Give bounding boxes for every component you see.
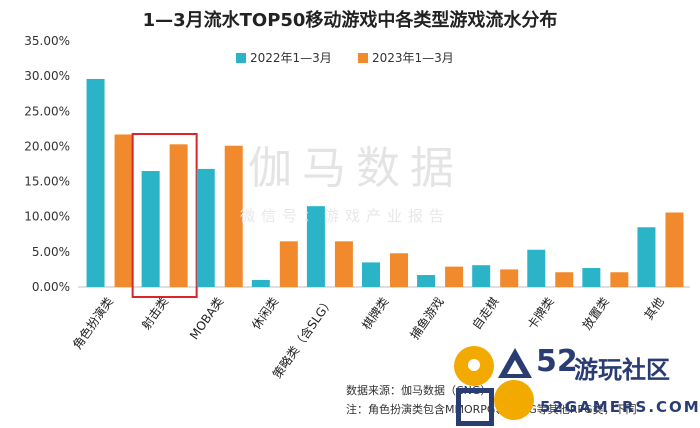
bar-2022 (251, 279, 270, 287)
watermark-sub: 微信号：游戏产业报告 (240, 207, 451, 225)
source-note: 数据来源：伽马数据（CNG） (346, 384, 492, 397)
legend-swatch (358, 53, 368, 63)
x-tick-label: 卡牌类 (525, 295, 557, 333)
x-tick-label: 棋牌类 (359, 295, 391, 333)
logo-circle-icon (454, 346, 494, 386)
bar-2022 (637, 227, 656, 287)
x-tick-label: 策略类（含SLG） (269, 294, 336, 381)
bar-2023 (169, 144, 188, 287)
x-tick-label: 放置类 (579, 294, 612, 332)
bar-2023 (555, 272, 574, 287)
x-tick-label: 射击类 (138, 294, 171, 332)
logo-name: 游玩社区 (574, 356, 670, 384)
site-logo[interactable]: 52 游玩社区 52GAMERS.COM (450, 340, 700, 428)
logo-cross-icon (494, 380, 534, 420)
bars (86, 78, 684, 298)
logo-url: 52GAMERS.COM (540, 398, 700, 416)
bar-2022 (86, 78, 105, 287)
bar-2022 (306, 206, 325, 287)
bar-2022 (472, 265, 491, 287)
bar-2023 (610, 272, 629, 287)
bar-2023 (334, 241, 353, 287)
bar-2022 (196, 168, 215, 287)
bar-2023 (279, 241, 298, 287)
x-tick-label: 休闲类 (249, 295, 281, 333)
bar-2023 (114, 134, 133, 287)
bar-2022 (527, 249, 546, 287)
bar-2023 (665, 212, 684, 287)
logo-square-icon (456, 388, 494, 426)
chart-title: 1—3月流水TOP50移动游戏中各类型游戏流水分布 (143, 9, 558, 31)
x-tick-label: 角色扮演类 (69, 294, 116, 352)
y-tick-label: 10.00% (24, 210, 70, 224)
bar-2022 (141, 171, 160, 287)
legend-label: 2022年1—3月 (250, 51, 332, 65)
x-tick-label: 捕鱼游戏 (407, 294, 447, 342)
logo-number: 52 (536, 344, 578, 379)
x-tick-label: MOBA类 (187, 295, 226, 343)
y-tick-label: 15.00% (24, 175, 70, 189)
y-tick-label: 5.00% (32, 245, 70, 259)
bar-2023 (445, 266, 464, 287)
legend-label: 2023年1—3月 (372, 51, 454, 65)
bar-2022 (417, 275, 436, 287)
x-tick-label: 其他 (642, 295, 667, 323)
y-tick-label: 25.00% (24, 104, 70, 118)
legend: 2022年1—3月 2023年1—3月 (236, 51, 454, 65)
y-tick-label: 35.00% (24, 34, 70, 48)
bar-2023 (390, 253, 408, 287)
bar-2023 (500, 269, 519, 287)
bar-2022 (362, 262, 380, 287)
y-axis: 0.00% 5.00% 10.00% 15.00% 20.00% 25.00% 30.00%… (24, 34, 70, 294)
bar-2022 (582, 268, 601, 287)
x-tick-label: 自走棋 (470, 295, 502, 333)
y-tick-label: 30.00% (24, 69, 70, 83)
bar-2023 (224, 145, 243, 287)
legend-swatch (236, 53, 246, 63)
highlight-box (131, 133, 198, 298)
logo-triangle-icon (498, 348, 532, 378)
y-tick-label: 20.00% (24, 139, 70, 153)
watermark-main: 伽马数据 (248, 143, 464, 194)
y-tick-label: 0.00% (32, 280, 70, 294)
